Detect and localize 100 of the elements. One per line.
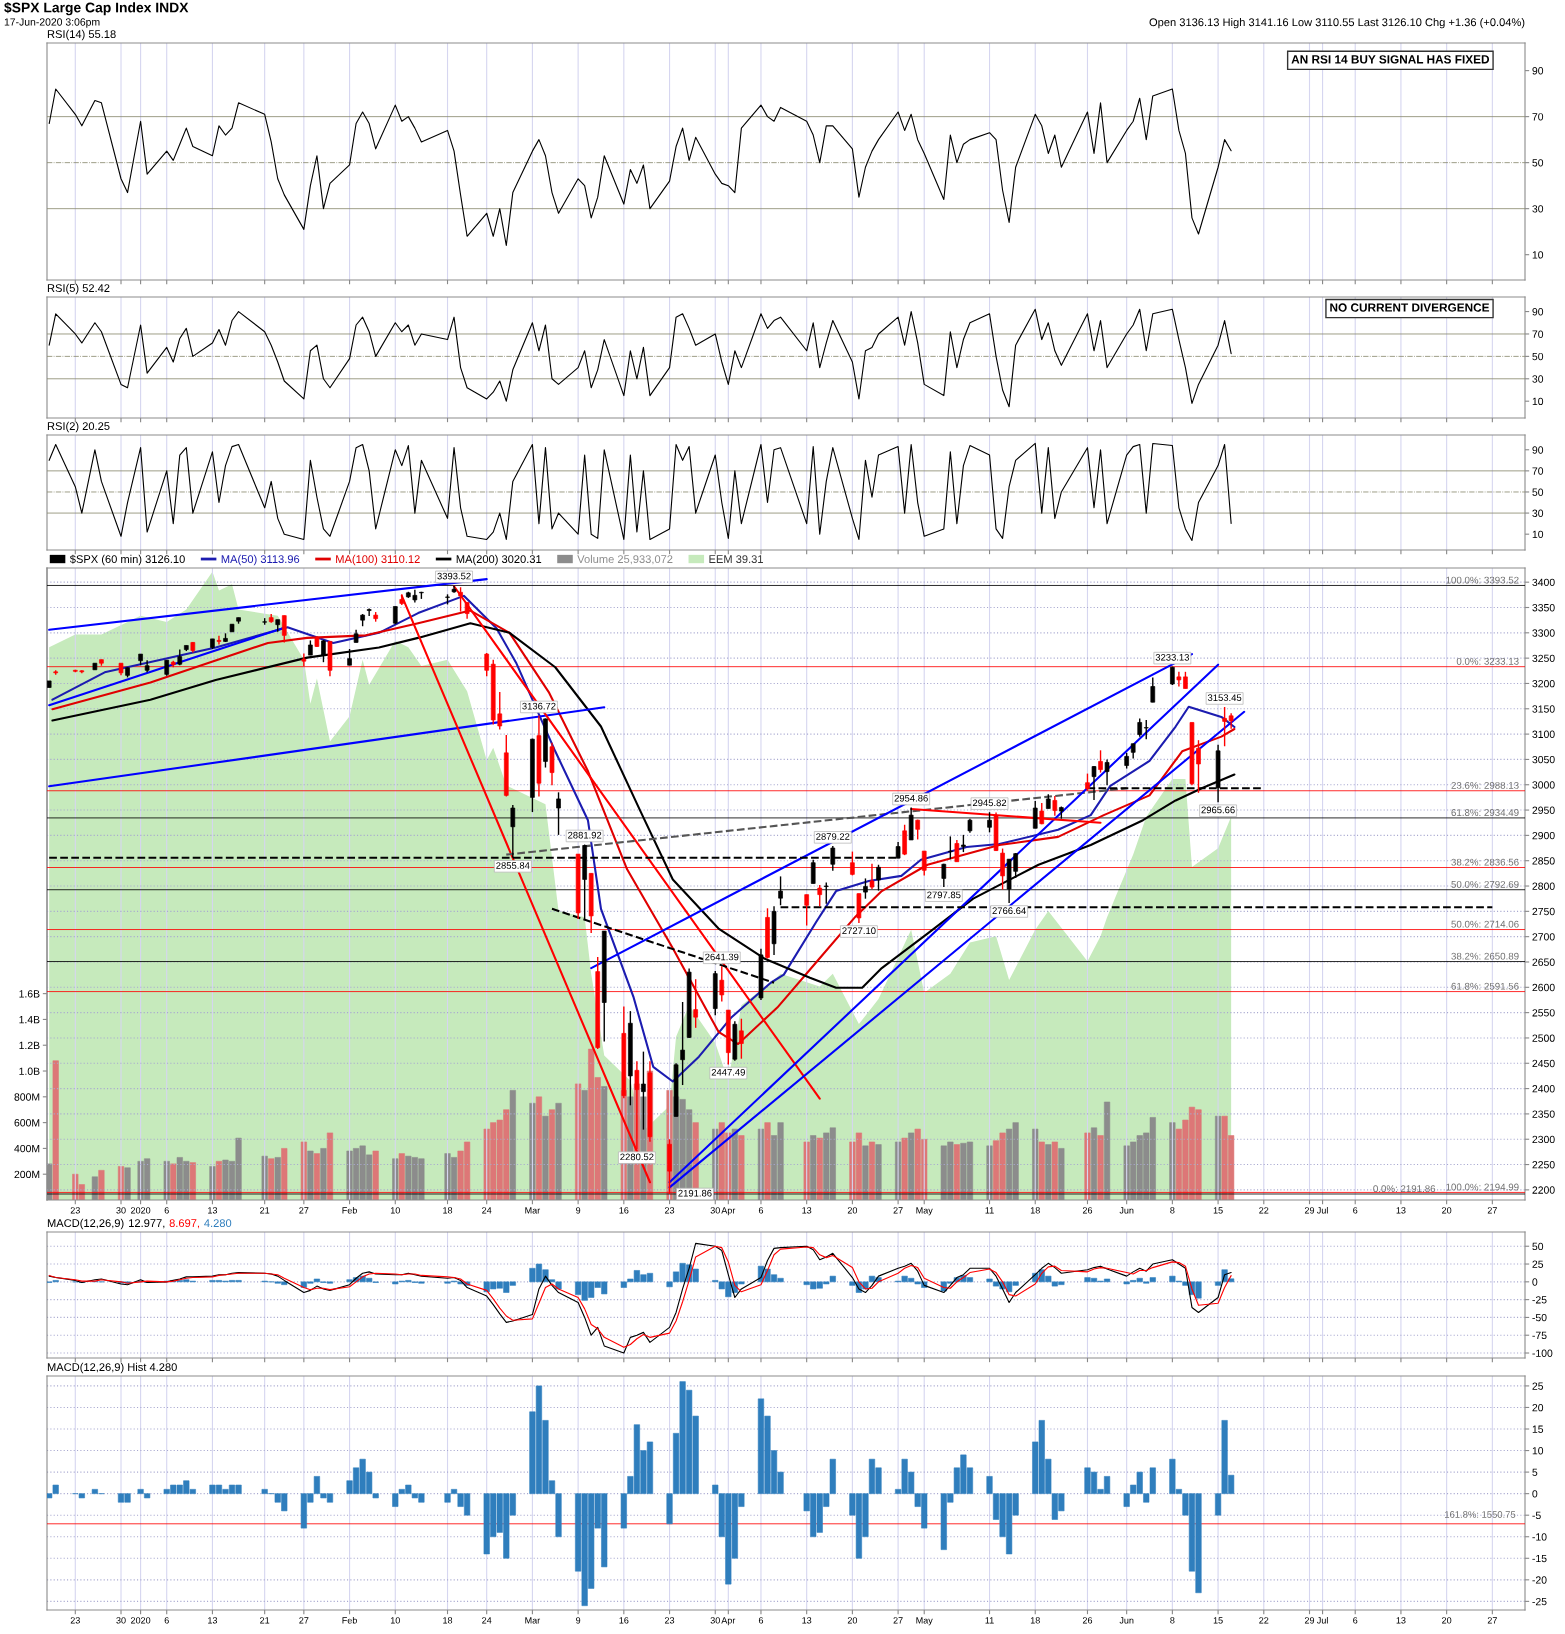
annotation: 2280.52 xyxy=(620,1153,654,1161)
x-tick-label: 23 xyxy=(664,1207,675,1214)
annotation: 3136.72 xyxy=(522,702,556,710)
y-tick-label: 400M xyxy=(14,1144,40,1153)
text: Open 3136.13 High 3141.16 Low 3110.55 Last 3126.10 Chg +1.36 (+0.04%) xyxy=(1149,18,1525,29)
x-tick-label: 22 xyxy=(1259,1207,1269,1214)
y-tick-label: 2650 xyxy=(1532,958,1555,966)
x-tick-label: 27 xyxy=(893,1207,903,1214)
chart-subtitle: 17-Jun-2020 3:06pm xyxy=(4,18,100,28)
y-tick-label: 30 xyxy=(1532,509,1544,517)
legend-label: EEM 39.31 xyxy=(709,555,763,564)
x-tick-label: 16 xyxy=(619,1617,629,1624)
y-tick-label: 2700 xyxy=(1532,933,1555,941)
y-tick-label: 70 xyxy=(1532,113,1544,121)
y-tick-label: 30 xyxy=(1532,205,1544,213)
x-tick-label: 6 xyxy=(164,1207,169,1214)
annotation: 2797.85 xyxy=(927,891,961,899)
legend-label: MA(100) 3110.12 xyxy=(336,554,420,566)
x-tick-label: 24 xyxy=(482,1207,492,1214)
ref-line-label: 0.0%: 2191.86 xyxy=(1373,1185,1436,1193)
y-tick-label: 600M xyxy=(14,1119,40,1127)
y-tick-label: 2300 xyxy=(1532,1135,1555,1144)
ref-line-label: 23.6%: 2988.13 xyxy=(1451,781,1519,789)
x-tick-label: Jun xyxy=(1119,1207,1134,1214)
x-tick-label: May xyxy=(916,1207,933,1216)
y-tick-label: 90 xyxy=(1532,308,1544,316)
y-tick-label: 3200 xyxy=(1532,679,1555,688)
x-tick-label: 21 xyxy=(260,1207,270,1214)
annotation: 3233.13 xyxy=(1155,653,1190,661)
y-tick-label: 0 xyxy=(1532,1490,1538,1498)
ref-line-label: 61.8%: 2591.56 xyxy=(1451,982,1519,990)
y-tick-label: -25 xyxy=(1532,1296,1547,1304)
x-tick-label: 23 xyxy=(70,1617,80,1624)
y-tick-label: 2250 xyxy=(1532,1161,1555,1169)
series-label: RSI(5) 52.42 xyxy=(47,283,110,295)
x-tick-label: Mar xyxy=(525,1617,541,1624)
annotation: 2954.86 xyxy=(894,794,928,802)
x-tick-label: 6 xyxy=(758,1617,764,1624)
y-tick-label: 3000 xyxy=(1532,781,1555,789)
x-tick-label: 26 xyxy=(1082,1207,1093,1214)
x-tick-label: 13 xyxy=(208,1207,218,1214)
y-tick-label: 15 xyxy=(1532,1425,1544,1433)
y-tick-label: 50 xyxy=(1532,352,1544,361)
x-tick-label: 27 xyxy=(893,1617,903,1624)
y-tick-label: 2500 xyxy=(1532,1034,1555,1042)
x-tick-label: 13 xyxy=(802,1617,812,1624)
y-tick-label: 10 xyxy=(1532,1447,1544,1455)
x-tick-label: 15 xyxy=(1213,1207,1223,1214)
y-tick-label: -75 xyxy=(1532,1331,1547,1340)
ref-line-label: 38.2%: 2650.89 xyxy=(1451,952,1519,960)
annotation: 3393.52 xyxy=(437,572,471,580)
chart-title: $SPX Large Cap Index INDX xyxy=(4,2,189,16)
x-tick-label: 6 xyxy=(1353,1207,1358,1214)
y-tick-label: 3100 xyxy=(1532,730,1555,738)
x-tick-label: 24 xyxy=(482,1617,492,1624)
y-tick-label: 3150 xyxy=(1532,705,1555,713)
x-tick-label: 27 xyxy=(299,1617,309,1624)
x-tick-label: 13 xyxy=(802,1207,812,1214)
ref-line-label: 50.0%: 2714.06 xyxy=(1451,920,1519,928)
x-tick-label: 15 xyxy=(1213,1617,1223,1624)
annotation: 2641.39 xyxy=(705,953,739,961)
legend-label: MA(50) 3113.96 xyxy=(221,554,300,566)
annotation: 2447.49 xyxy=(711,1068,745,1076)
y-tick-label: 25 xyxy=(1532,1382,1544,1390)
x-tick-label: 20 xyxy=(847,1617,858,1624)
y-tick-label: 1.2B xyxy=(19,1041,40,1049)
x-tick-label: 18 xyxy=(1030,1207,1040,1214)
chart-title: MACD(12,26,9) Hist 4.280 xyxy=(47,1362,177,1374)
x-tick-label: 30 xyxy=(116,1207,126,1214)
x-tick-label: 21 xyxy=(260,1617,270,1624)
x-tick-label: 20 xyxy=(847,1207,858,1214)
y-tick-label: 20 xyxy=(1532,1403,1544,1412)
legend-label: MA(200) 3020.31 xyxy=(456,554,542,566)
annotation: 2965.66 xyxy=(1201,806,1235,814)
x-tick-label: 20 xyxy=(1442,1207,1452,1214)
x-tick-label: Jul xyxy=(1316,1206,1328,1214)
x-tick-label: 27 xyxy=(1487,1617,1497,1624)
y-tick-label: 2400 xyxy=(1532,1085,1555,1093)
ref-line-label: 38.2%: 2836.56 xyxy=(1451,858,1519,866)
y-tick-label: 3350 xyxy=(1532,604,1555,612)
text: 12.977, xyxy=(129,1219,165,1229)
annotation: NO CURRENT DIVERGENCE xyxy=(1330,303,1490,312)
x-tick-label: 23 xyxy=(664,1617,675,1624)
x-tick-label: 30 xyxy=(710,1617,720,1624)
chart-title: MACD(12,26,9) xyxy=(47,1218,124,1230)
y-tick-label: 70 xyxy=(1532,467,1544,475)
legend-label: Volume 25,933,072 xyxy=(577,554,673,565)
y-tick-label: 2450 xyxy=(1532,1059,1555,1068)
x-tick-label: 13 xyxy=(1396,1207,1406,1214)
ref-line-label: 100.0%: 3393.52 xyxy=(1446,576,1519,584)
x-tick-label: 9 xyxy=(576,1207,581,1214)
annotation: 161.8%: 1550.75 xyxy=(1445,1511,1516,1518)
annotation: 2879.22 xyxy=(816,833,850,840)
y-tick-label: -25 xyxy=(1532,1597,1547,1606)
annotation: 2766.64 xyxy=(992,907,1026,915)
annotation: 3153.45 xyxy=(1207,694,1242,701)
annotation: 2191.86 xyxy=(678,1189,712,1197)
y-tick-label: 3300 xyxy=(1532,629,1555,637)
y-tick-label: 90 xyxy=(1532,67,1544,75)
y-tick-label: 30 xyxy=(1532,375,1544,383)
